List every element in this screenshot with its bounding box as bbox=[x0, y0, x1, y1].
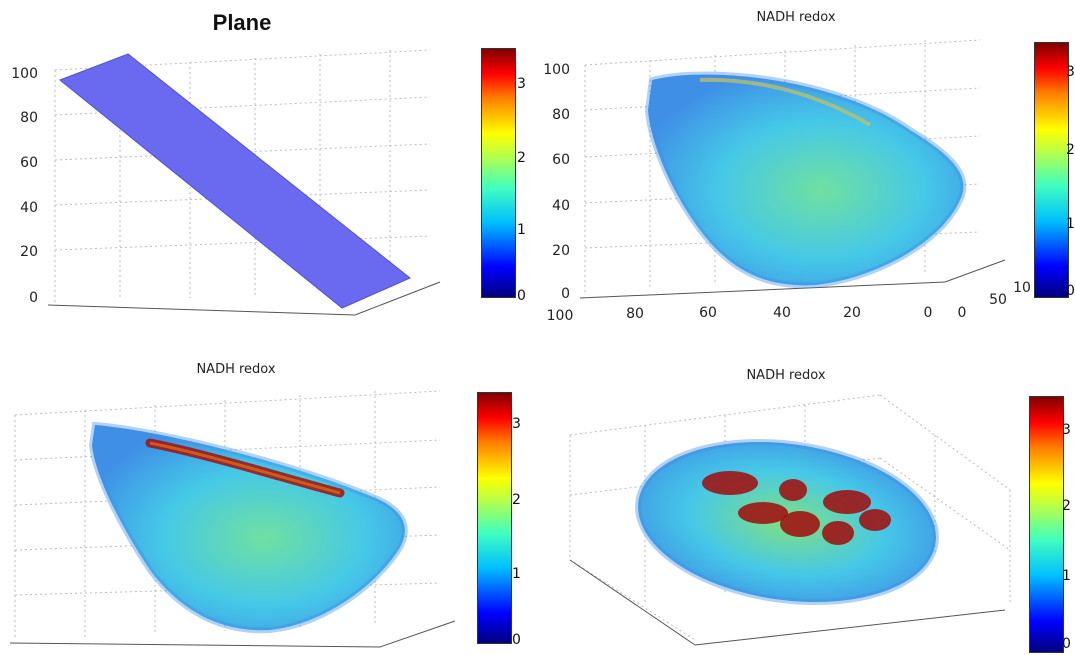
nadh-volume-3 bbox=[88, 421, 408, 634]
z-tick: 100 bbox=[11, 66, 38, 82]
colorbar-3-tick: 0 bbox=[512, 632, 521, 648]
x-tick: 20 bbox=[843, 305, 861, 321]
y-tick: 0 bbox=[958, 305, 967, 321]
panel-1-title: Plane bbox=[212, 10, 272, 35]
colorbar-4-tick: 1 bbox=[1062, 568, 1071, 584]
panel-4-title: NADH redox bbox=[746, 368, 826, 383]
x-tick: 40 bbox=[773, 305, 791, 321]
colorbar-3-tick: 3 bbox=[512, 416, 521, 432]
z-tick: 60 bbox=[552, 152, 570, 168]
z-tick: 80 bbox=[552, 107, 570, 123]
colorbar-2-tick: 1 bbox=[1066, 216, 1075, 232]
colorbar-2-tick: 0 bbox=[1066, 283, 1075, 299]
colorbar-2-tick: 2 bbox=[1066, 142, 1075, 158]
z-tick: 40 bbox=[20, 200, 38, 216]
colorbar-3-tick: 1 bbox=[512, 566, 521, 582]
panel-2-plot: 100 80 60 40 20 0 100 80 60 40 20 0 0 50… bbox=[543, 39, 1030, 324]
x-tick: 60 bbox=[699, 305, 717, 321]
panel-3-plot bbox=[9, 390, 456, 648]
colorbar-2 bbox=[1034, 42, 1069, 298]
colorbar-1-tick: 0 bbox=[517, 288, 526, 304]
colorbar-1-tick: 3 bbox=[517, 76, 526, 92]
z-tick: 20 bbox=[552, 243, 570, 259]
colorbar-4-tick: 2 bbox=[1062, 498, 1071, 514]
colorbar-1-tick: 2 bbox=[517, 150, 526, 166]
panel-1-plot: 100 80 60 40 20 0 bbox=[11, 49, 441, 316]
x-tick: 100 bbox=[547, 308, 574, 324]
panel-4-plot bbox=[569, 394, 1011, 646]
z-tick: 40 bbox=[552, 198, 570, 214]
colorbar-4-tick: 3 bbox=[1062, 422, 1071, 438]
panel-1-grid bbox=[54, 49, 431, 303]
z-tick: 20 bbox=[20, 244, 38, 260]
colorbar-4-tick: 0 bbox=[1062, 636, 1071, 652]
z-tick: 100 bbox=[543, 62, 570, 78]
plane-surface bbox=[59, 53, 411, 309]
panel-1-z-ticks: 100 80 60 40 20 0 bbox=[11, 66, 38, 306]
panel-1-axes bbox=[47, 281, 441, 316]
x-tick: 80 bbox=[626, 306, 644, 322]
nadh-volume-2 bbox=[644, 71, 967, 289]
high-redox-regions bbox=[702, 471, 891, 545]
panel-2-title: NADH redox bbox=[756, 10, 836, 25]
colorbar-1-tick: 1 bbox=[517, 222, 526, 238]
colorbar-1 bbox=[481, 48, 516, 298]
z-tick: 0 bbox=[561, 286, 570, 302]
y-tick: 50 bbox=[989, 292, 1007, 308]
panel-3-title: NADH redox bbox=[196, 362, 276, 377]
colorbar-4 bbox=[1029, 396, 1064, 653]
y-tick: 10 bbox=[1013, 280, 1030, 296]
z-tick: 80 bbox=[20, 110, 38, 126]
colorbar-3 bbox=[477, 392, 512, 644]
colorbar-2-tick: 3 bbox=[1066, 64, 1075, 80]
z-tick: 60 bbox=[20, 155, 38, 171]
x-tick: 0 bbox=[924, 305, 933, 321]
colorbar-3-tick: 2 bbox=[512, 492, 521, 508]
z-tick: 0 bbox=[29, 290, 38, 306]
